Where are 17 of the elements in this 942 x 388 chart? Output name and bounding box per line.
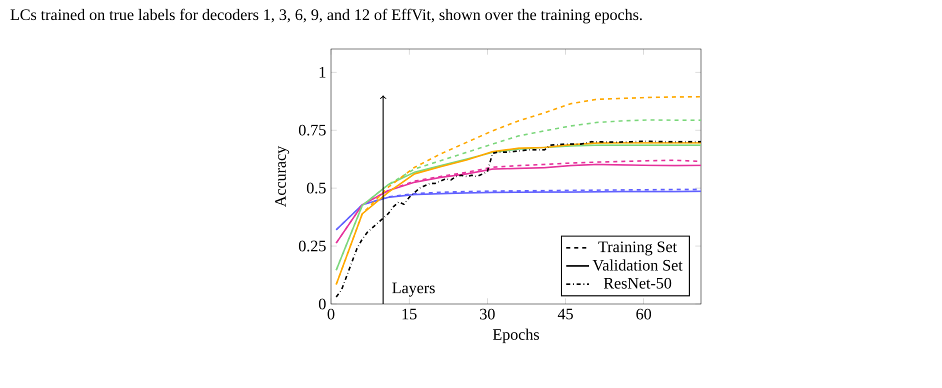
y-tick-label: 0.25 bbox=[298, 240, 326, 252]
y-tick-label: 0.5 bbox=[306, 182, 326, 194]
x-tick-label: 60 bbox=[636, 308, 652, 320]
x-tick-label: 15 bbox=[402, 308, 417, 320]
text: LCs trained on true labels for decoders 1, 3, 6, 9, and 12 of EffVit, shown over the training epochs. bbox=[10, 8, 642, 24]
x-axis-title: Epochs bbox=[492, 328, 539, 344]
y-tick-label: 0.75 bbox=[298, 124, 326, 136]
y-tick-label: 0 bbox=[318, 298, 326, 310]
y-axis-title: Accuracy bbox=[275, 146, 290, 207]
x-tick-label: 0 bbox=[328, 308, 334, 320]
legend-label: ResNet-50 bbox=[604, 278, 672, 289]
annotation: Layers bbox=[392, 282, 435, 297]
legend-label: Validation Set bbox=[592, 259, 683, 271]
y-tick-label: 1 bbox=[320, 66, 326, 78]
legend-label: Training Set bbox=[598, 241, 677, 256]
x-tick-label: 30 bbox=[480, 308, 495, 320]
x-tick-label: 45 bbox=[558, 308, 573, 320]
